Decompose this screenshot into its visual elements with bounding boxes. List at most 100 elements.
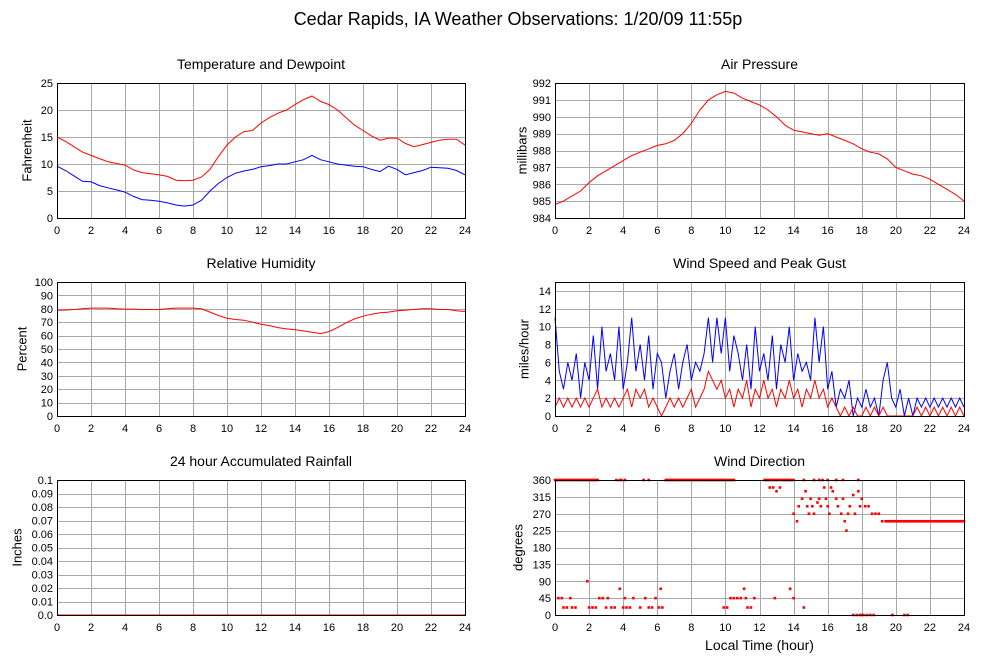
- wind-direction-point: [604, 606, 608, 609]
- y-tick-label: 225: [533, 526, 551, 538]
- x-tick-label: 8: [688, 622, 694, 634]
- wind-direction-point: [562, 606, 565, 609]
- x-tick-label: 20: [890, 225, 902, 237]
- wind-direction-point: [788, 587, 792, 591]
- wind-direction-point: [729, 596, 732, 600]
- y-tick-label: 0.03: [32, 570, 53, 582]
- x-tick-label: 16: [323, 225, 335, 237]
- y-tick-label: 10: [539, 322, 551, 334]
- y-tick-label: 70: [41, 317, 53, 329]
- wind-direction-point: [834, 497, 838, 501]
- wind-direction-point: [836, 504, 840, 508]
- x-tick-label: 12: [753, 622, 765, 634]
- x-tick-label: 22: [924, 423, 936, 435]
- wind-direction-point: [657, 606, 661, 609]
- wind-direction-point: [843, 519, 847, 523]
- wind-direction-point: [816, 501, 819, 504]
- series-line-1: [554, 90, 965, 205]
- y-tick-label: 30: [41, 371, 53, 383]
- y-tick-label: 2: [545, 393, 551, 405]
- x-tick-label: 12: [753, 225, 765, 237]
- y-tick-label: 0.09: [32, 489, 53, 501]
- y-tick-label: 0.04: [32, 556, 53, 568]
- wind-direction-point: [557, 596, 560, 600]
- wind-direction-point: [771, 486, 775, 489]
- y-tick-label: 988: [533, 146, 551, 158]
- wind-direction-point: [628, 606, 632, 609]
- y-tick-label: 0: [47, 411, 53, 423]
- wind-direction-point: [887, 519, 891, 523]
- wind-direction-point: [809, 497, 812, 501]
- y-axis-label: Percent: [15, 326, 30, 371]
- wind-direction-point: [851, 493, 855, 497]
- y-tick-label: 25: [41, 78, 53, 90]
- x-tick-label: 0: [552, 423, 558, 435]
- x-tick-label: 10: [221, 622, 233, 634]
- y-axis-label: Inches: [10, 528, 25, 567]
- y-axis-label: degrees: [511, 524, 526, 571]
- plot-frame: [555, 83, 965, 219]
- wind-direction-point: [565, 606, 569, 609]
- wind-direction-point: [938, 519, 942, 523]
- x-tick-label: 10: [719, 622, 731, 634]
- wind-direction-point: [722, 606, 726, 609]
- wind-direction-point: [857, 489, 860, 493]
- x-tick-label: 2: [88, 622, 94, 634]
- y-tick-label: 135: [533, 559, 551, 571]
- x-tick-label: 22: [425, 622, 437, 634]
- wind-direction-point: [623, 596, 627, 600]
- x-tick-label: 6: [156, 423, 162, 435]
- x-tick-label: 8: [190, 622, 196, 634]
- x-tick-label: 14: [289, 622, 301, 634]
- wind-direction-point: [858, 504, 862, 508]
- wind-direction-point: [644, 596, 647, 600]
- y-tick-label: 0: [545, 411, 551, 423]
- wind-direction-point: [792, 596, 795, 600]
- wind-direction-point: [618, 587, 622, 591]
- wind-direction-point: [586, 579, 589, 583]
- y-tick-label: 20: [41, 105, 53, 117]
- x-tick-label: 22: [425, 423, 437, 435]
- x-tick-label: 4: [620, 225, 626, 237]
- x-tick-label: 12: [255, 423, 267, 435]
- x-tick-label: 22: [924, 622, 936, 634]
- y-axis-label: millibars: [515, 126, 530, 174]
- wind-direction-point: [930, 519, 933, 523]
- wind-direction-point: [746, 606, 749, 609]
- wind-direction-point: [807, 512, 811, 516]
- wind-direction-point: [853, 512, 857, 516]
- y-tick-label: 991: [533, 95, 551, 107]
- wind-direction-point: [925, 519, 928, 523]
- wind-direction-point: [891, 519, 894, 523]
- x-tick-label: 0: [54, 622, 60, 634]
- wind-direction-point: [594, 606, 598, 609]
- x-tick-label: 6: [654, 423, 660, 435]
- x-tick-label: 22: [425, 225, 437, 237]
- x-tick-label: 18: [856, 225, 868, 237]
- x-tick-label: 2: [88, 423, 94, 435]
- y-tick-label: 0.02: [32, 583, 53, 595]
- wind-direction-point: [647, 606, 651, 609]
- x-tick-label: 20: [890, 423, 902, 435]
- wind-direction-point: [908, 519, 911, 523]
- wind-direction-point: [955, 519, 959, 523]
- x-tick-label: 16: [323, 622, 335, 634]
- y-tick-label: 80: [41, 304, 53, 316]
- x-tick-label: 0: [552, 225, 558, 237]
- wind-direction-point: [913, 519, 916, 523]
- x-tick-label: 20: [391, 225, 403, 237]
- wind-direction-point: [950, 519, 954, 523]
- x-tick-label: 2: [88, 225, 94, 237]
- chart-title: Relative Humidity: [207, 255, 316, 271]
- y-axis-label: miles/hour: [517, 318, 532, 379]
- y-tick-label: 20: [41, 384, 53, 396]
- chart-title: 24 hour Accumulated Rainfall: [170, 453, 352, 469]
- x-tick-label: 2: [586, 423, 592, 435]
- x-tick-label: 14: [289, 225, 301, 237]
- x-tick-label: 6: [156, 622, 162, 634]
- wind-direction-point: [625, 606, 628, 609]
- y-tick-label: 40: [41, 357, 53, 369]
- wind-direction-point: [880, 519, 884, 523]
- wind-direction-point: [661, 606, 664, 609]
